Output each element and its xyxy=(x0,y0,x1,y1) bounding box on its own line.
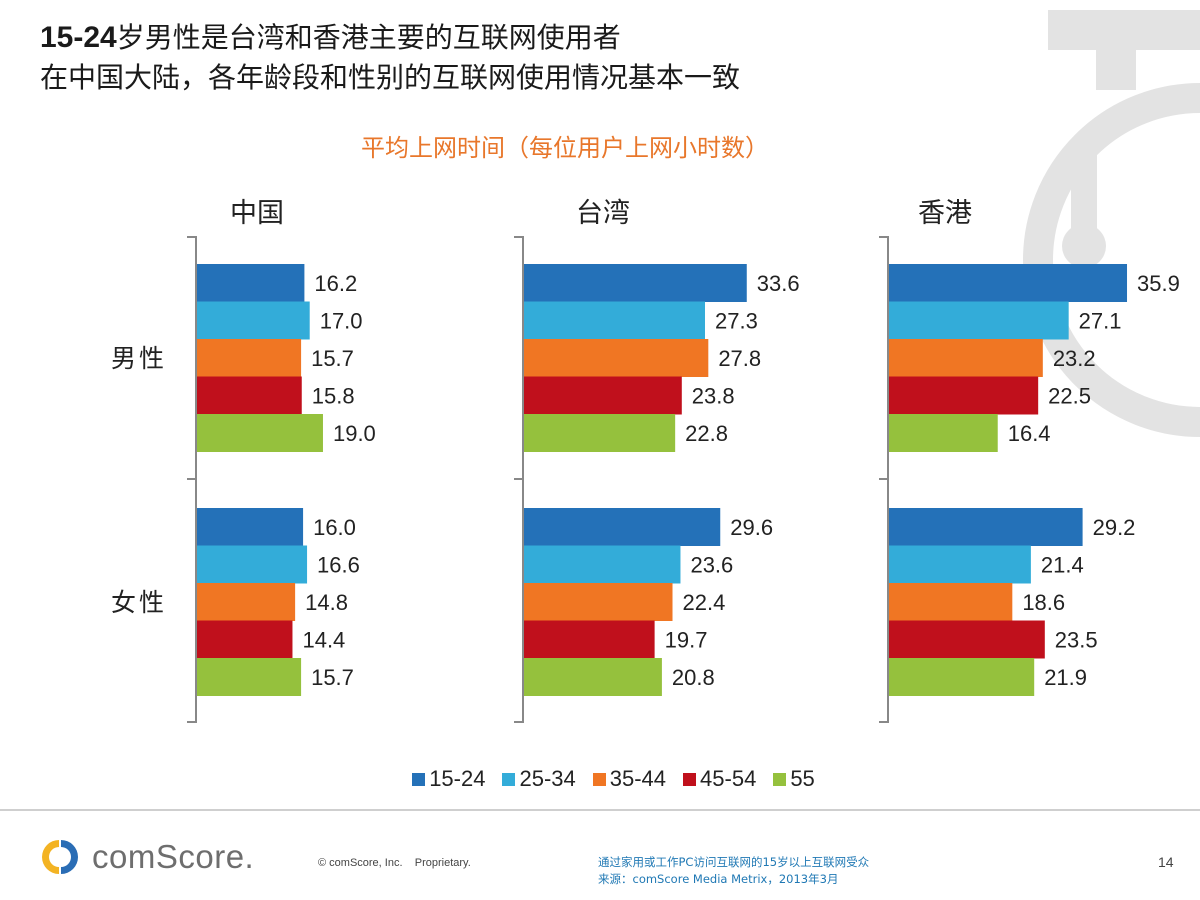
bar xyxy=(889,658,1035,696)
legend-swatch xyxy=(683,772,697,786)
data-label: 33.6 xyxy=(757,271,800,296)
source-note-line1: 通过家用或工作PC访问互联网的15岁以上互联网受众 xyxy=(598,855,870,869)
bar xyxy=(197,339,302,377)
data-label: 16.6 xyxy=(317,553,360,578)
data-label: 23.5 xyxy=(1055,628,1098,653)
data-label: 35.9 xyxy=(1137,271,1180,296)
panel-title: 中国 xyxy=(230,198,284,229)
source-note-line2: 来源：comScore Media Metrix，2013年3月 xyxy=(598,872,839,886)
data-label: 27.8 xyxy=(718,346,761,371)
bar xyxy=(889,583,1013,621)
footer-divider xyxy=(0,809,1200,811)
bar xyxy=(524,545,681,584)
bar xyxy=(524,620,655,659)
bar xyxy=(197,620,293,659)
bar xyxy=(524,583,673,621)
logo-wordmark: comScore. xyxy=(92,838,255,875)
bar xyxy=(524,301,705,340)
bar-chart: 中国 16.2 17.0 15.7 15.8 19.0 16.0 16.6 14.8 14.4 15… xyxy=(111,198,1180,723)
data-label: 17.0 xyxy=(320,309,363,334)
legend-item: 25-34 xyxy=(502,766,576,792)
bar xyxy=(524,339,709,377)
data-label: 15.7 xyxy=(311,665,354,690)
data-label: 16.0 xyxy=(313,515,356,540)
legend-swatch xyxy=(502,772,516,786)
bar xyxy=(197,508,304,546)
data-label: 22.4 xyxy=(683,590,726,615)
data-label: 22.5 xyxy=(1048,384,1091,409)
group-label: 男性 xyxy=(111,344,167,373)
bar xyxy=(197,658,302,696)
legend-label: 35-44 xyxy=(609,766,667,791)
bar xyxy=(197,376,302,415)
data-label: 23.8 xyxy=(692,384,735,409)
comscore-logo-icon xyxy=(42,840,78,874)
comscore-logo: comScore. xyxy=(40,838,254,876)
data-label: 18.6 xyxy=(1022,590,1065,615)
copyright-text: © comScore, Inc. Proprietary. xyxy=(318,857,471,869)
chart-title: 平均上网时间（每位用户上网小时数） xyxy=(361,134,769,162)
bar xyxy=(197,583,296,621)
bar xyxy=(889,545,1031,584)
bar xyxy=(197,545,308,584)
data-label: 21.4 xyxy=(1041,553,1084,578)
legend-item: 55 xyxy=(773,766,815,792)
bar xyxy=(889,414,998,452)
bar xyxy=(889,301,1069,340)
bar xyxy=(524,658,662,696)
bar xyxy=(889,339,1043,377)
data-label: 15.7 xyxy=(311,346,354,371)
data-label: 27.3 xyxy=(715,309,758,334)
data-label: 21.9 xyxy=(1044,665,1087,690)
bar xyxy=(889,620,1045,659)
data-label: 19.7 xyxy=(665,628,708,653)
legend-label: 55 xyxy=(790,766,815,791)
bar xyxy=(889,264,1128,302)
bar xyxy=(889,508,1083,546)
data-label: 29.6 xyxy=(730,515,773,540)
data-label: 16.2 xyxy=(314,271,357,296)
data-label: 22.8 xyxy=(685,421,728,446)
bar xyxy=(524,414,676,452)
data-label: 23.6 xyxy=(690,553,733,578)
bar xyxy=(524,376,682,415)
bar xyxy=(197,414,323,452)
data-label: 19.0 xyxy=(333,421,376,446)
data-label: 14.8 xyxy=(305,590,348,615)
legend-label: 15-24 xyxy=(429,766,486,791)
legend-swatch xyxy=(592,772,606,786)
legend-swatch xyxy=(773,772,787,786)
panel-title: 香港 xyxy=(918,198,972,229)
legend-swatch xyxy=(412,772,426,786)
legend-label: 25-34 xyxy=(519,766,576,791)
legend-item: 45-54 xyxy=(683,766,756,792)
data-label: 23.2 xyxy=(1053,346,1096,371)
page-number: 14 xyxy=(1158,854,1174,870)
bar xyxy=(524,508,721,546)
chart-legend: 15-24 25-34 35-44 45-54 55 xyxy=(0,766,1200,792)
data-label: 29.2 xyxy=(1093,515,1136,540)
data-label: 14.4 xyxy=(302,628,345,653)
legend-label: 45-54 xyxy=(700,766,757,791)
legend-item: 15-24 xyxy=(412,766,485,792)
legend-item: 35-44 xyxy=(592,766,667,792)
data-label: 15.8 xyxy=(312,384,355,409)
page-title-line2: 在中国大陆，各年龄段和性别的互联网使用情况基本一致 xyxy=(40,61,741,94)
bar xyxy=(889,376,1039,415)
data-label: 16.4 xyxy=(1008,421,1051,446)
bar xyxy=(197,301,310,340)
data-label: 27.1 xyxy=(1079,309,1122,334)
page-title-line1: 15-24岁男性是台湾和香港主要的互联网使用者 xyxy=(40,21,621,54)
group-label: 女性 xyxy=(111,588,167,617)
panel-title: 台湾 xyxy=(576,198,630,229)
data-label: 20.8 xyxy=(672,665,715,690)
bar xyxy=(524,264,747,302)
bar xyxy=(197,264,305,302)
